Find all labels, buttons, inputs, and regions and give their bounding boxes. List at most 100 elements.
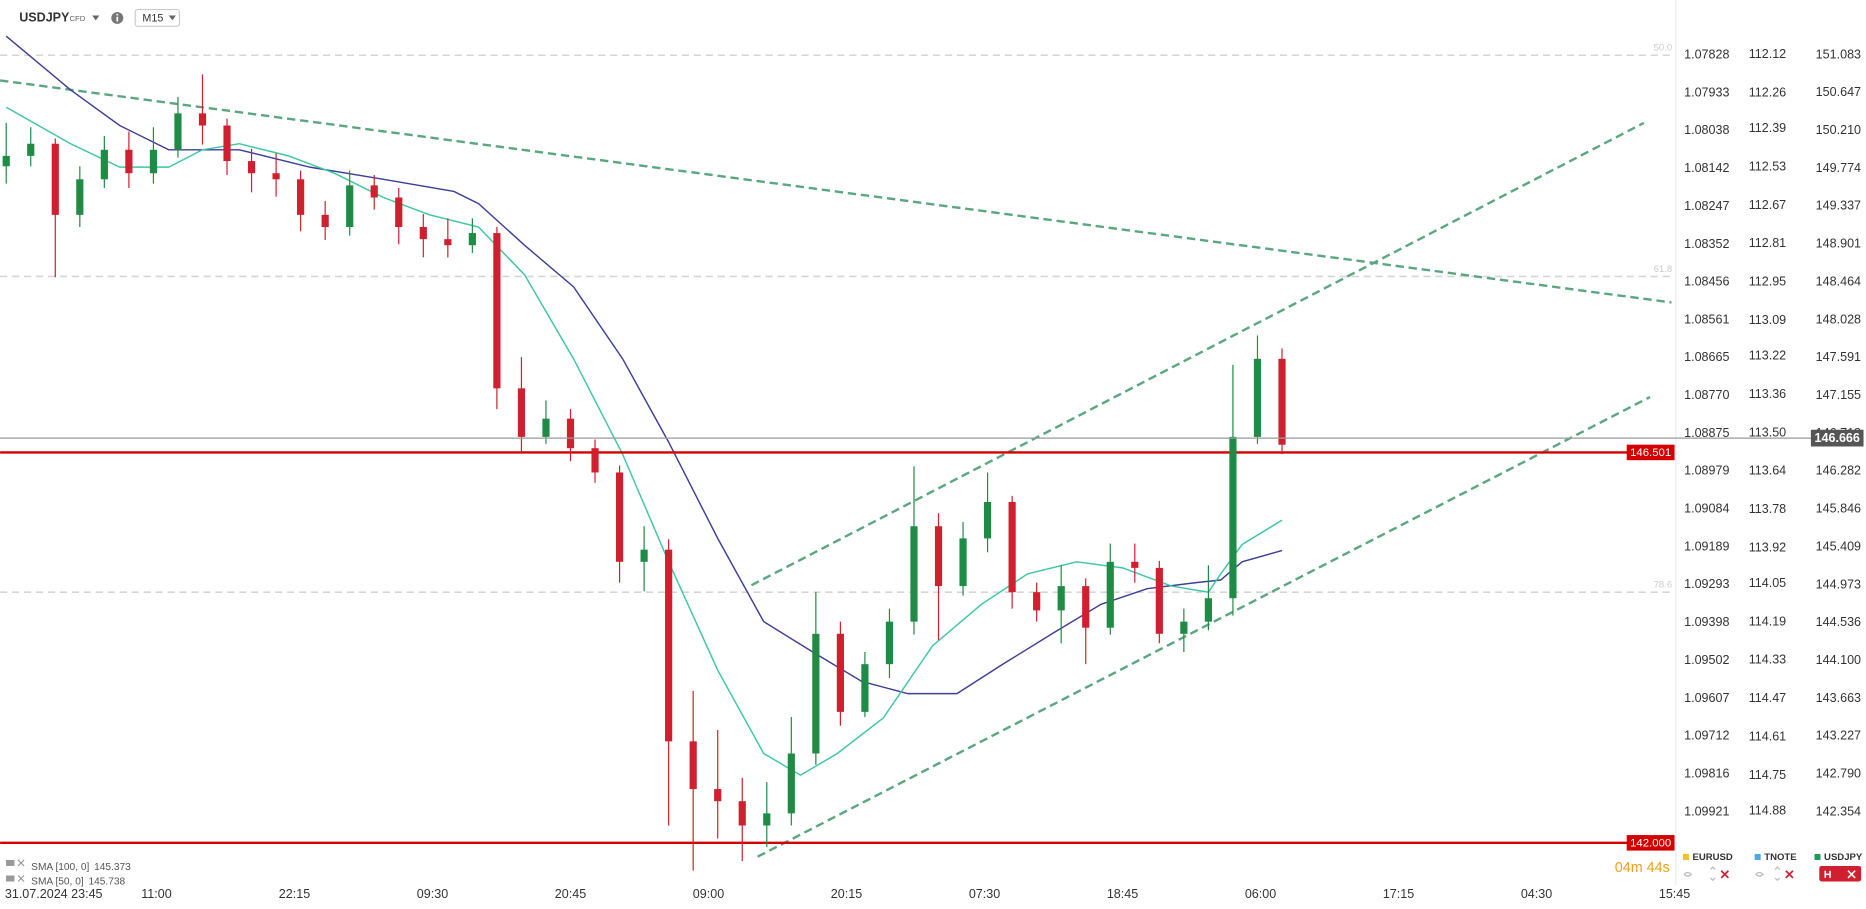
- candle-body: [1229, 436, 1237, 599]
- candle-body: [27, 143, 35, 156]
- eurusd-tick-label: 1.07933: [1684, 85, 1729, 99]
- eurusd-tick-label: 1.09502: [1684, 653, 1729, 667]
- y-tick-label: 143.227: [1816, 729, 1861, 743]
- x-tick-label: 20:45: [555, 887, 586, 901]
- sma-legend: SMA [100, 0] 145.373: [31, 862, 131, 873]
- candle-body: [125, 149, 133, 174]
- eurusd-tick-label: 1.07828: [1684, 47, 1729, 61]
- candle-body: [1278, 358, 1286, 445]
- candle-body: [517, 388, 526, 437]
- tnote-tick-label: 114.05: [1749, 576, 1786, 590]
- move-icon[interactable]: [1710, 866, 1781, 882]
- y-tick-label: 151.083: [1816, 47, 1861, 61]
- x-tick-label: 07:30: [969, 887, 1000, 901]
- symbol-dropdown[interactable]: [92, 15, 100, 21]
- tnote-tick-label: 112.26: [1749, 85, 1786, 99]
- candle-body: [1155, 567, 1163, 634]
- candle-body: [836, 633, 844, 712]
- overlay-name[interactable]: EURUSD: [1692, 852, 1732, 863]
- candle-body: [223, 125, 231, 162]
- fib-label: 78.6: [1654, 580, 1673, 591]
- candle-body: [640, 549, 648, 562]
- candle-body: [591, 448, 599, 473]
- eye-icon[interactable]: [1683, 871, 1764, 877]
- candle-body: [370, 185, 378, 198]
- overlay-swatch: [1682, 853, 1689, 860]
- candle-body: [1033, 592, 1041, 611]
- symbol[interactable]: USDJPY: [19, 10, 70, 24]
- y-tick-label: 143.663: [1816, 691, 1861, 705]
- tnote-tick-label: 112.53: [1749, 159, 1786, 173]
- remove-icon[interactable]: [1720, 870, 1794, 879]
- toolbar: USDJPY CFD M15: [19, 8, 181, 27]
- eurusd-tick-label: 1.08979: [1684, 464, 1729, 478]
- sma-line: [5, 106, 1283, 777]
- candle-body: [174, 113, 182, 150]
- y-tick-label: 144.536: [1816, 615, 1861, 629]
- candle-body: [1057, 586, 1065, 611]
- level-label: 146.501: [1630, 447, 1671, 459]
- legend-icon: [6, 875, 15, 882]
- fib-label: 61.8: [1654, 264, 1673, 275]
- candle-body: [100, 149, 108, 180]
- y-tick-label: 150.210: [1816, 123, 1861, 137]
- candle-body: [198, 113, 207, 126]
- x-tick-label: 06:00: [1245, 887, 1276, 901]
- y-tick-label: 147.591: [1816, 350, 1861, 364]
- candle-body: [787, 753, 795, 814]
- candle-body: [959, 538, 967, 587]
- tnote-tick-label: 112.81: [1749, 236, 1786, 250]
- candle-body: [566, 418, 575, 449]
- sma-legend-value: 145.373: [94, 862, 131, 873]
- tnote-tick-label: 114.61: [1749, 729, 1786, 743]
- tnote-tick-label: 114.88: [1749, 803, 1786, 817]
- eurusd-tick-label: 1.08352: [1684, 237, 1729, 251]
- eurusd-tick-label: 1.08142: [1684, 161, 1729, 175]
- x-tick-label: 09:00: [693, 887, 724, 901]
- trendline: [757, 395, 1651, 858]
- fib-label: 50.0: [1654, 43, 1673, 54]
- eurusd-tick-label: 1.09816: [1684, 766, 1729, 780]
- eurusd-tick-label: 1.09398: [1684, 615, 1729, 629]
- overlay-icons[interactable]: [1824, 870, 1856, 879]
- bar-timer: 04m 44s: [1615, 860, 1670, 876]
- eurusd-tick-label: 1.08875: [1684, 426, 1729, 440]
- y-tick-label: 150.647: [1816, 85, 1861, 99]
- y-tick-label: 142.354: [1816, 804, 1861, 818]
- legend-close-icon[interactable]: [17, 859, 25, 867]
- candle-body: [714, 789, 722, 802]
- candle-body: [689, 741, 697, 790]
- timeframe-box[interactable]: [134, 8, 181, 27]
- y-tick-label: 146.282: [1816, 464, 1861, 478]
- eurusd-tick-label: 1.08247: [1684, 199, 1729, 213]
- overlay-swatch: [1754, 853, 1761, 860]
- y-tick-label: 149.774: [1816, 161, 1861, 175]
- candle-body: [1082, 586, 1090, 628]
- candle-body: [419, 226, 427, 240]
- overlay-name[interactable]: USDJPY: [1824, 852, 1863, 863]
- candle-body: [738, 801, 746, 826]
- candle-body: [1253, 358, 1262, 437]
- tnote-tick-label: 113.36: [1749, 387, 1786, 401]
- tnote-tick-label: 112.67: [1749, 198, 1786, 212]
- candle-body: [812, 633, 820, 754]
- candle-body: [934, 526, 943, 587]
- info-icon-stem: [116, 16, 119, 22]
- y-tick-label: 149.337: [1816, 199, 1861, 213]
- overlay-name[interactable]: TNOTE: [1764, 852, 1796, 863]
- y-tick-label: 145.846: [1816, 502, 1861, 516]
- eurusd-tick-label: 1.08038: [1684, 123, 1729, 137]
- legend-close-icon[interactable]: [17, 875, 25, 882]
- sma-line: [5, 35, 1283, 695]
- candle-body: [247, 161, 256, 174]
- legend-left: [6, 859, 25, 882]
- level-label-box: [1626, 835, 1675, 851]
- candle-body: [1008, 501, 1016, 593]
- eurusd-tick-label: 1.08665: [1684, 350, 1729, 364]
- candle-body: [51, 143, 59, 215]
- candle-body: [444, 239, 452, 246]
- eurusd-tick-label: 1.09712: [1684, 729, 1729, 743]
- candle-body: [763, 813, 771, 826]
